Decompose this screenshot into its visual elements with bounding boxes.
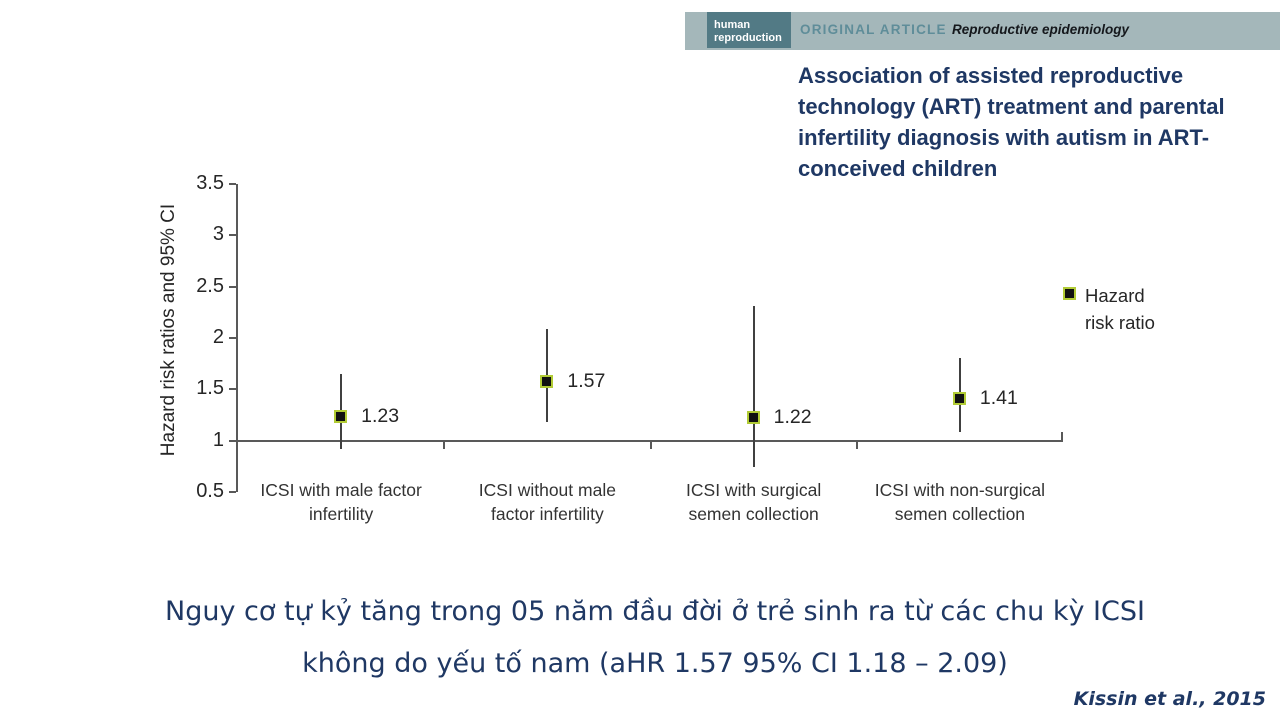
- axis-end-tick: [1061, 431, 1063, 441]
- data-point-value-label: 1.57: [567, 370, 606, 393]
- category-label: ICSI with non-surgical semen collection: [845, 478, 1075, 526]
- category-boundary-tick: [649, 441, 652, 449]
- y-tick-label: 3: [212, 223, 224, 246]
- category-label: ICSI with male factor infertility: [226, 478, 456, 526]
- journal-logo-line2: reproduction: [714, 31, 782, 44]
- article-category-label: Reproductive epidemiology: [952, 22, 1130, 37]
- y-tick: [229, 285, 236, 288]
- category-label-line: ICSI with surgical: [686, 480, 822, 500]
- y-tick: [229, 439, 236, 442]
- legend-label: Hazard risk ratio: [1085, 282, 1155, 336]
- category-label-line: infertility: [309, 504, 374, 525]
- y-tick-label: 0.5: [196, 480, 224, 502]
- data-point-marker: [952, 391, 966, 405]
- data-point-value-label: 1.23: [361, 405, 400, 428]
- data-point-marker: [540, 375, 554, 389]
- y-axis-line: [236, 184, 238, 492]
- category-boundary-tick: [855, 441, 858, 449]
- y-tick: [229, 234, 236, 237]
- y-tick: [229, 388, 236, 391]
- category-boundary-tick: [443, 441, 446, 449]
- y-tick-label: 2: [212, 326, 224, 348]
- y-tick: [229, 491, 236, 493]
- error-bar: [752, 306, 755, 468]
- data-point-value-label: 1.22: [773, 406, 812, 429]
- y-tick: [229, 183, 236, 185]
- y-tick-label: 2.5: [196, 274, 224, 297]
- caption-line2: không do yếu tố nam (aHR 1.57 95% CI 1.1…: [302, 648, 1008, 679]
- category-label-line: ICSI with male factor: [260, 480, 422, 500]
- legend-label-line2: risk ratio: [1085, 312, 1155, 333]
- journal-logo: human reproduction: [707, 12, 791, 48]
- category-label-line: factor infertility: [490, 504, 604, 525]
- x-baseline: [238, 439, 1063, 442]
- caption-line1: Nguy cơ tự kỷ tăng trong 05 năm đầu đời …: [165, 596, 1145, 627]
- y-tick-label: 1.5: [196, 377, 224, 400]
- y-tick: [229, 337, 236, 339]
- legend-label-line1: Hazard: [1085, 285, 1145, 306]
- data-point-marker: [746, 411, 760, 425]
- data-point-marker: [334, 410, 348, 424]
- citation: Kissin et al., 2015: [1073, 688, 1266, 710]
- category-label: ICSI with surgical semen collection: [639, 478, 869, 526]
- y-tick-label: 3.5: [196, 172, 224, 194]
- category-label-line: semen collection: [894, 504, 1026, 525]
- paper-title: Association of assisted reproductive tec…: [798, 63, 1225, 181]
- article-type-label: ORIGINAL ARTICLE: [800, 22, 947, 37]
- category-label-line: ICSI with non-surgical: [874, 480, 1045, 500]
- legend-marker-icon: [1063, 287, 1076, 300]
- y-tick-label: 1: [212, 428, 224, 451]
- category-label-line: ICSI without male: [478, 480, 616, 500]
- journal-logo-line1: human: [714, 19, 751, 31]
- data-point-value-label: 1.41: [979, 386, 1018, 409]
- category-label-line: semen collection: [688, 504, 819, 525]
- category-label: ICSI without male factor infertility: [432, 478, 662, 526]
